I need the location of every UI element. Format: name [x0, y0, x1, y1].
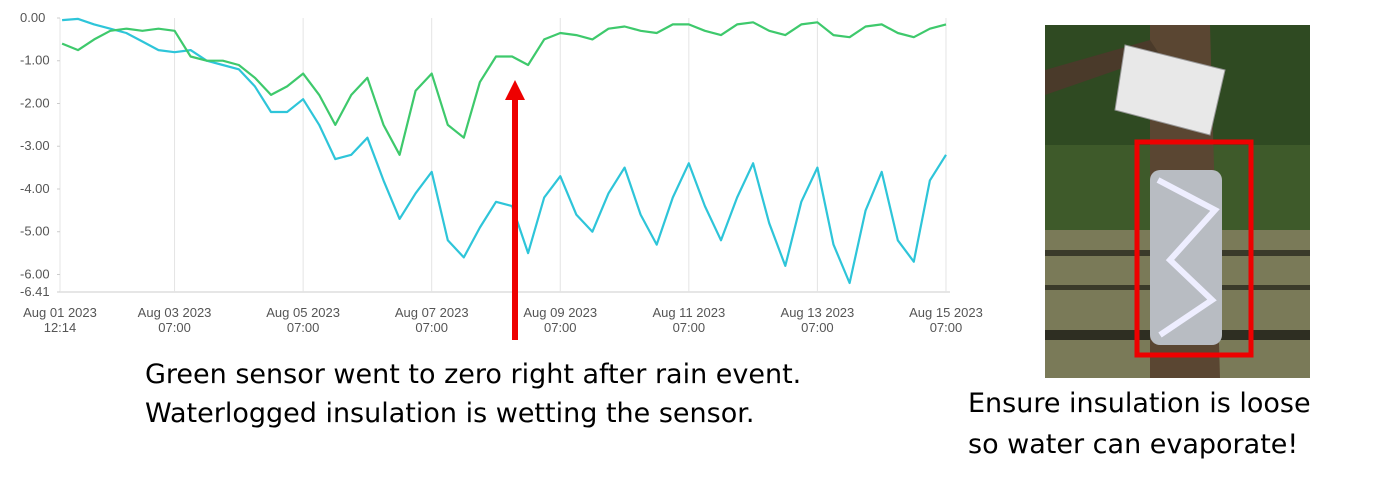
- y-tick-label: -5.00: [20, 224, 50, 239]
- annotation: Waterlogged insulation is wetting the se…: [145, 398, 754, 429]
- y-tick-label: -4.00: [20, 181, 50, 196]
- x-tick-label: 07:00: [287, 320, 320, 335]
- y-tick-label: -6.00: [20, 266, 50, 281]
- x-tick-label: 07:00: [930, 320, 963, 335]
- x-tick-label: Aug 07 2023: [395, 305, 469, 320]
- y-tick-label: -6.41: [20, 284, 50, 299]
- x-tick-label: Aug 13 2023: [781, 305, 855, 320]
- x-tick-label: 07:00: [415, 320, 448, 335]
- x-tick-label: 07:00: [544, 320, 577, 335]
- arrow: [505, 80, 525, 340]
- y-tick-label: -1.00: [20, 53, 50, 68]
- x-tick-label: 07:00: [801, 320, 834, 335]
- y-tick-label: -2.00: [20, 95, 50, 110]
- y-tick-label: -3.00: [20, 138, 50, 153]
- x-tick-label: 12:14: [44, 320, 77, 335]
- x-tick-label: Aug 09 2023: [523, 305, 597, 320]
- x-tick-label: Aug 11 2023: [652, 305, 725, 320]
- annotation: so water can evaporate!: [968, 429, 1298, 460]
- photo: [1045, 25, 1310, 378]
- x-tick-label: Aug 05 2023: [266, 305, 340, 320]
- x-tick-label: 07:00: [158, 320, 191, 335]
- x-tick-label: 07:00: [673, 320, 706, 335]
- annotation: Green sensor went to zero right after ra…: [145, 359, 801, 390]
- y-tick-label: 0.00: [20, 10, 45, 25]
- annotation: Ensure insulation is loose: [968, 388, 1311, 419]
- x-tick-label: Aug 15 2023: [909, 305, 983, 320]
- series-line: [61, 21, 947, 156]
- x-tick-label: Aug 01 2023: [23, 305, 97, 320]
- x-tick-label: Aug 03 2023: [138, 305, 212, 320]
